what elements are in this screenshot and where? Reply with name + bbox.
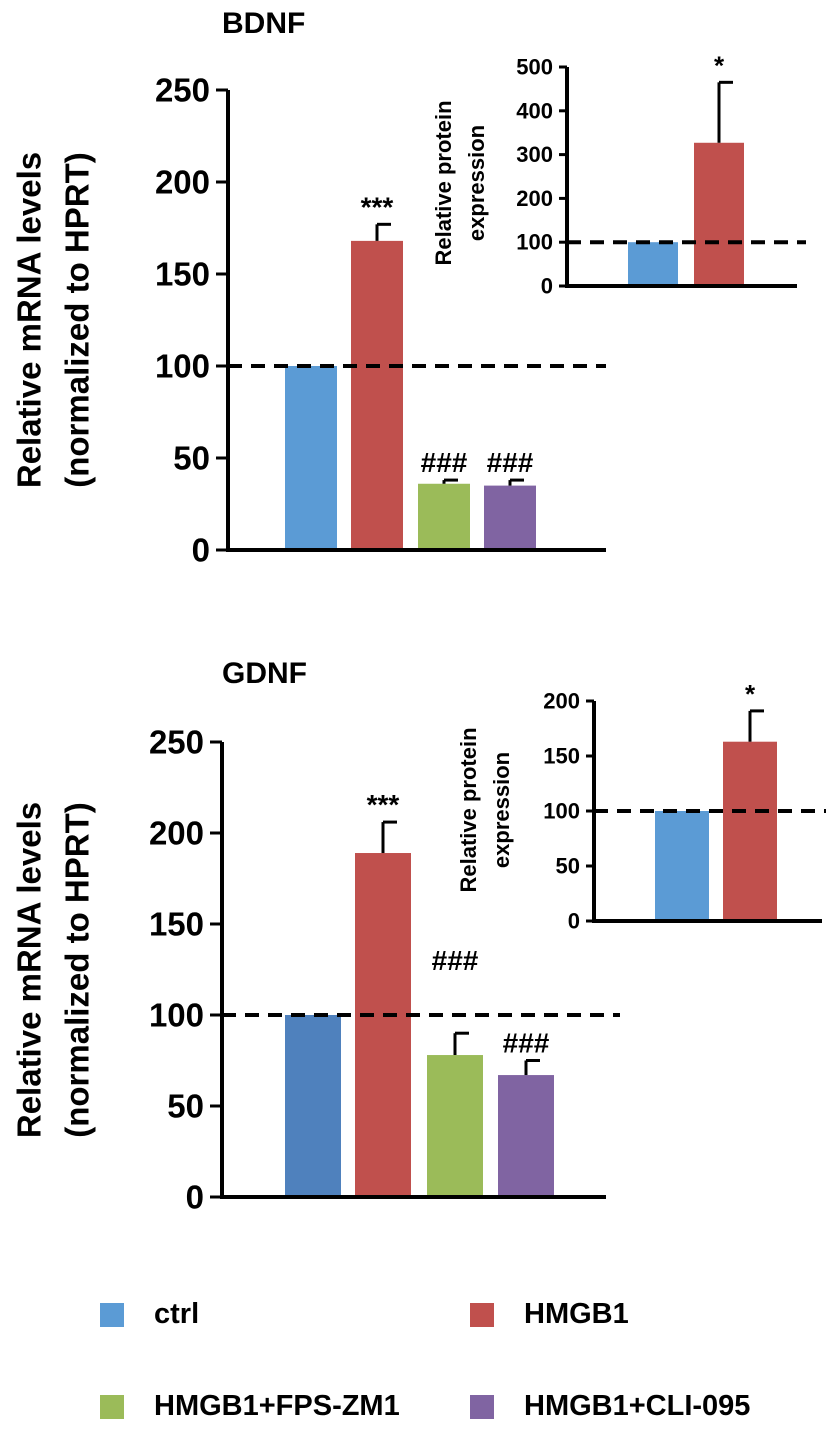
y-tick-label: 150 <box>543 744 580 769</box>
bar-ctrl <box>628 242 678 286</box>
y-tick-label: 100 <box>543 799 580 824</box>
y-tick-label: 0 <box>186 1179 204 1216</box>
y-tick-label: 250 <box>149 724 204 761</box>
bar-hmgb1+fps-zm1 <box>427 1055 483 1197</box>
legend-swatch-hmgb1 <box>470 1302 494 1327</box>
legend-label-hmgb1: HMGB1 <box>524 1298 629 1330</box>
y-tick-label: 150 <box>149 906 204 943</box>
legend-swatch-cli <box>470 1394 494 1419</box>
y-tick-label: 50 <box>173 440 210 477</box>
y-tick-label: 300 <box>516 142 553 167</box>
y-tick-label: 0 <box>541 274 553 299</box>
y-tick-label: 100 <box>516 230 553 255</box>
y-tick-label: 200 <box>516 186 553 211</box>
y-tick-label: 500 <box>516 55 553 80</box>
legend-item-ctrl: ctrl <box>100 1298 199 1331</box>
y-tick-label: 100 <box>149 997 204 1034</box>
chart-bdnf_inset: Relative protein expression * 0 100 200 300 400… <box>431 50 806 299</box>
y-tick-label: 400 <box>516 98 553 123</box>
bar-hmgb1+cli-095 <box>498 1075 554 1197</box>
legend-label-fps: HMGB1+FPS-ZM1 <box>154 1390 400 1422</box>
y-tick-label: 200 <box>155 164 210 201</box>
y-tick-label: 250 <box>155 72 210 109</box>
y-tick-label: 50 <box>167 1088 204 1125</box>
y-tick-label: 150 <box>155 256 210 293</box>
legend-item-fps: HMGB1+FPS-ZM1 <box>100 1390 400 1423</box>
y-tick-label: 200 <box>149 815 204 852</box>
y-tick-label: 200 <box>543 689 580 714</box>
y-axis-label-sub: expression <box>464 125 489 241</box>
legend-item-cli: HMGB1+CLI-095 <box>470 1390 750 1423</box>
y-tick-label: 0 <box>192 532 210 569</box>
bar-ctrl <box>285 1015 341 1197</box>
y-tick-label: 100 <box>155 348 210 385</box>
y-axis-label-sub: expression <box>489 752 514 868</box>
legend-item-hmgb1: HMGB1 <box>470 1298 629 1331</box>
significance-label: *** <box>367 789 400 820</box>
bar-hmgb1 <box>355 853 411 1197</box>
bar-ctrl <box>655 811 709 921</box>
significance-label: ### <box>432 945 479 976</box>
significance-label: ### <box>421 447 468 478</box>
significance-label: *** <box>361 191 394 222</box>
bar-hmgb1 <box>351 240 403 550</box>
chart-title: GDNF <box>222 657 307 690</box>
significance-label: * <box>714 50 725 80</box>
legend-swatch-ctrl <box>100 1302 124 1327</box>
legend-label-ctrl: ctrl <box>154 1298 200 1330</box>
legend-swatch-fps <box>100 1394 124 1419</box>
y-axis-label: Relative protein <box>456 727 481 892</box>
chart-title: BDNF <box>222 7 305 40</box>
bar-hmgb1 <box>723 741 777 921</box>
bar-hmgb1 <box>694 142 744 286</box>
y-axis-label-sub: (normalized to HPRT) <box>59 152 96 488</box>
y-axis-label: Relative mRNA levels <box>11 152 48 488</box>
y-axis-label: Relative protein <box>431 100 456 265</box>
chart-gdnf_inset: Relative protein expression * 0 50 100 150 200 <box>456 679 826 934</box>
y-tick-label: 50 <box>556 854 580 879</box>
bar-ctrl <box>285 366 337 550</box>
y-tick-label: 0 <box>568 909 580 934</box>
chart-gdnf_main: GDNF Relative mRNA levels (normalized to H… <box>11 657 620 1216</box>
significance-label: ### <box>503 1028 550 1059</box>
y-axis-label-sub: (normalized to HPRT) <box>59 802 96 1138</box>
bar-hmgb1+cli-095 <box>484 485 536 550</box>
chart-bdnf_main: BDNF Relative mRNA levels (normalized to H… <box>11 7 606 569</box>
significance-label: * <box>745 679 756 709</box>
legend-label-cli: HMGB1+CLI-095 <box>524 1390 751 1422</box>
bar-hmgb1+fps-zm1 <box>418 483 470 550</box>
significance-label: ### <box>487 447 534 478</box>
y-axis-label: Relative mRNA levels <box>11 802 48 1138</box>
